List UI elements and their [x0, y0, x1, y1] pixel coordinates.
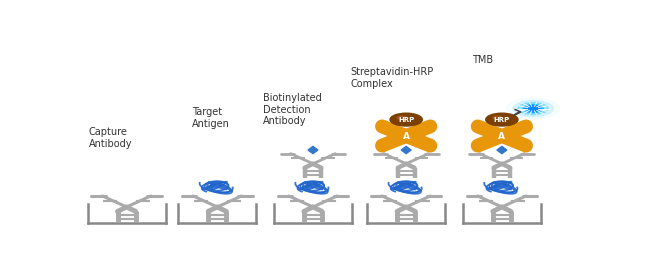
- Circle shape: [390, 113, 422, 126]
- Text: HRP: HRP: [494, 116, 510, 123]
- Text: TMB: TMB: [472, 55, 493, 65]
- Circle shape: [507, 98, 559, 119]
- Text: Streptavidin-HRP
Complex: Streptavidin-HRP Complex: [351, 67, 434, 89]
- Circle shape: [397, 116, 406, 120]
- Circle shape: [518, 103, 548, 115]
- Text: A: A: [499, 132, 506, 140]
- Text: HRP: HRP: [398, 116, 414, 123]
- Circle shape: [523, 105, 543, 113]
- Text: Capture
Antibody: Capture Antibody: [89, 127, 133, 149]
- Circle shape: [525, 105, 541, 112]
- Circle shape: [486, 113, 518, 126]
- Circle shape: [513, 101, 553, 116]
- Text: Biotinylated
Detection
Antibody: Biotinylated Detection Antibody: [263, 93, 321, 126]
- Polygon shape: [497, 146, 507, 154]
- Text: A: A: [402, 132, 410, 140]
- Text: Target
Antigen: Target Antigen: [192, 107, 230, 129]
- Polygon shape: [308, 146, 318, 154]
- Polygon shape: [401, 146, 411, 154]
- Circle shape: [493, 116, 502, 120]
